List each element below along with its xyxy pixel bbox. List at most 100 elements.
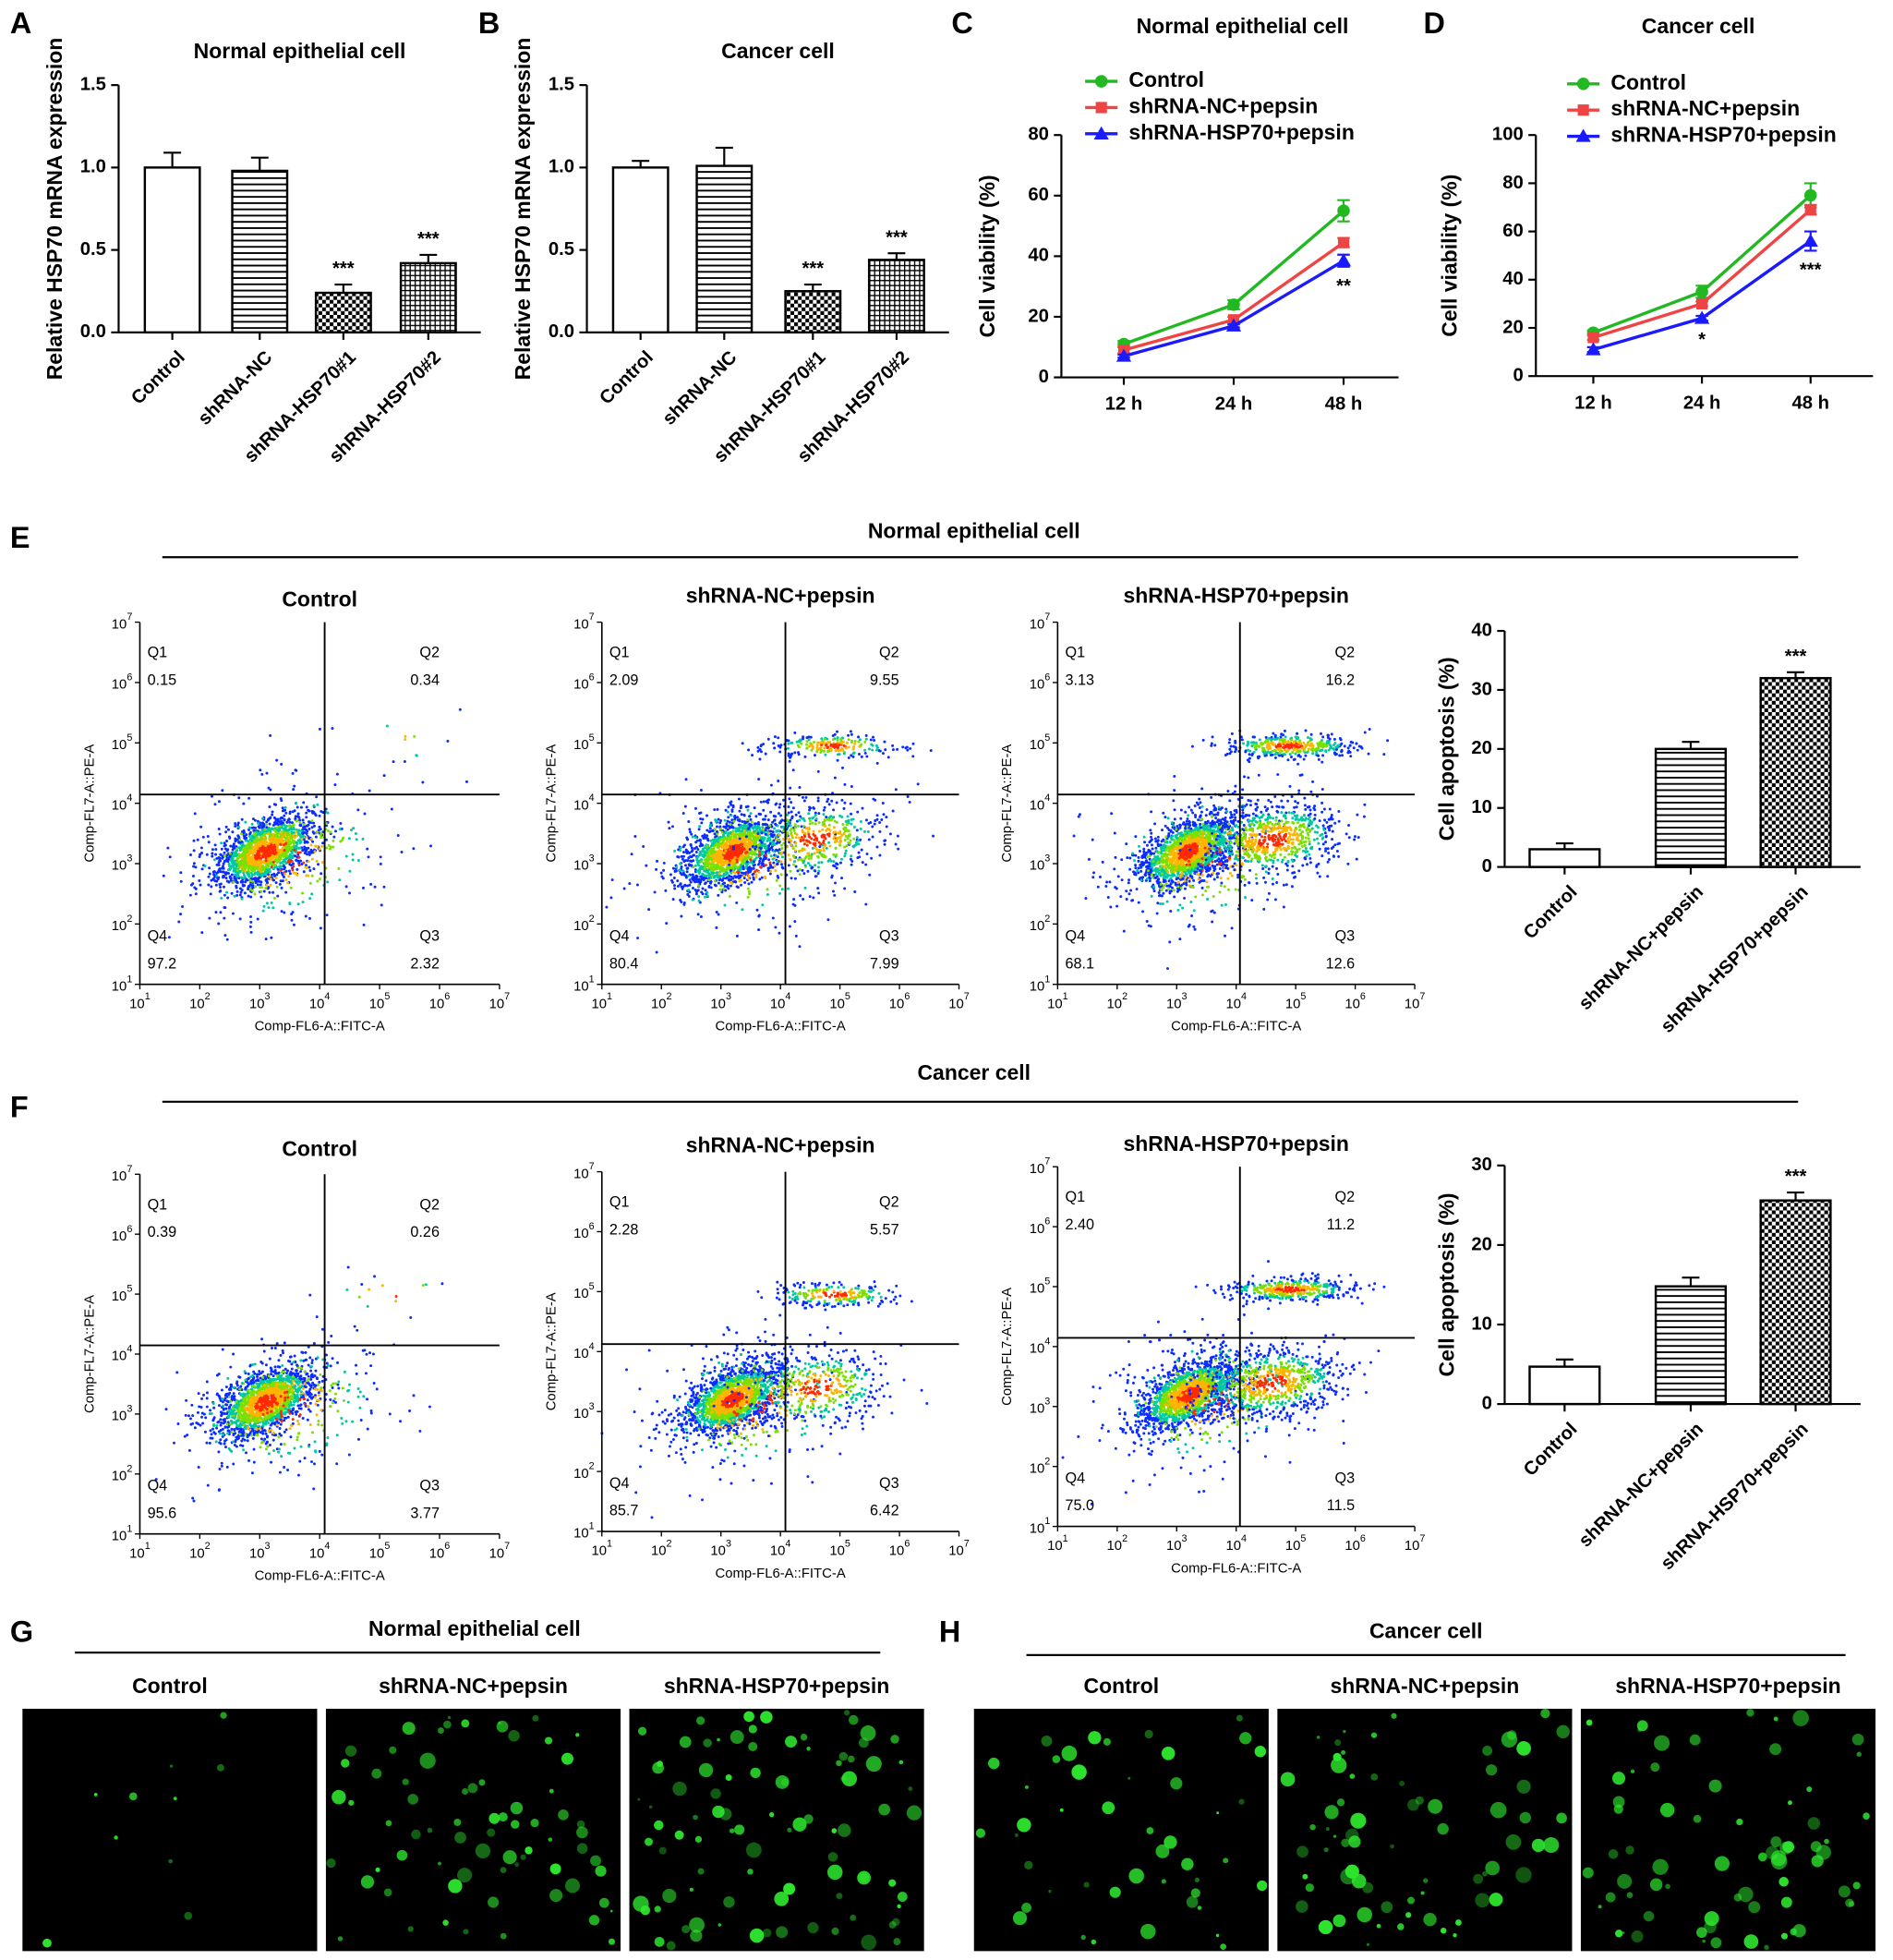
event-dot <box>741 862 744 865</box>
event-dot <box>318 877 321 881</box>
event-dot <box>759 750 763 754</box>
event-dot <box>302 861 306 865</box>
event-dot <box>247 835 251 838</box>
flow-x-tick-label: 105 <box>829 991 850 1011</box>
event-dot <box>777 779 780 782</box>
event-dot <box>793 849 797 853</box>
event-dot <box>280 762 283 766</box>
event-dot <box>811 821 814 825</box>
event-dot <box>780 818 784 822</box>
event-dot <box>234 822 237 826</box>
event-dot <box>250 889 254 892</box>
event-dot <box>769 810 773 814</box>
marker <box>1337 236 1350 248</box>
event-dot <box>715 910 718 913</box>
event-dot <box>277 860 281 864</box>
event-dot <box>309 848 313 852</box>
event-dot <box>744 865 748 869</box>
event-dot <box>269 877 272 881</box>
event-dot <box>717 860 720 864</box>
event-dot <box>285 839 289 842</box>
event-dot <box>1188 879 1191 883</box>
event-dot <box>731 865 735 869</box>
event-dot <box>240 897 244 901</box>
event-dot <box>695 869 699 873</box>
event-dot <box>835 820 838 824</box>
event-dot <box>738 829 742 832</box>
event-dot <box>840 857 844 861</box>
event-dot <box>243 863 247 866</box>
event-dot <box>715 825 718 829</box>
y-tick-label: 0 <box>1482 856 1492 877</box>
event-dot <box>264 850 268 853</box>
event-dot <box>290 913 294 916</box>
event-dot <box>687 874 690 877</box>
event-dot <box>208 872 211 876</box>
event-dot <box>744 805 748 809</box>
event-dot <box>751 873 754 877</box>
event-dot <box>284 841 288 845</box>
event-dot <box>748 840 752 843</box>
event-dot <box>279 868 283 872</box>
event-dot <box>747 875 751 877</box>
event-dot <box>698 825 702 829</box>
event-dot <box>865 853 869 856</box>
event-dot <box>310 819 314 823</box>
event-dot <box>767 836 771 840</box>
event-dot <box>281 835 284 839</box>
event-dot <box>817 891 821 895</box>
x-tick-label: Control <box>1520 1419 1582 1481</box>
event-dot <box>766 866 770 870</box>
event-dot <box>273 853 276 856</box>
event-dot <box>279 831 283 835</box>
event-dot <box>812 806 815 810</box>
event-dot <box>794 836 798 840</box>
event-dot <box>283 823 286 827</box>
event-dot <box>331 825 334 829</box>
tick-base: 10 <box>129 997 145 1011</box>
event-dot <box>797 753 801 756</box>
event-dot <box>704 889 707 892</box>
event-dot <box>789 755 792 758</box>
event-dot <box>264 844 268 847</box>
event-dot <box>279 842 283 846</box>
event-dot <box>828 844 832 848</box>
event-dot <box>223 843 227 847</box>
event-dot <box>814 811 817 815</box>
event-dot <box>279 797 283 801</box>
event-dot <box>702 877 705 880</box>
tick-exponent: 2 <box>589 913 595 925</box>
event-dot <box>226 872 230 876</box>
event-dot <box>257 851 260 854</box>
event-dot <box>1105 880 1109 884</box>
chart-title: Cancer cell <box>721 39 835 63</box>
y-axis-label: Relative HSP70 mRNA expression <box>511 38 535 381</box>
event-dot <box>735 901 739 904</box>
event-dot <box>331 727 334 731</box>
event-dot <box>662 868 666 872</box>
event-dot <box>796 869 800 873</box>
tick-base: 10 <box>249 997 265 1011</box>
event-dot <box>906 795 910 798</box>
event-dot <box>229 877 233 880</box>
x-tick-label: 48 h <box>1325 394 1363 415</box>
event-dot <box>362 923 366 926</box>
event-dot <box>761 863 765 866</box>
event-dot <box>725 844 729 848</box>
event-dot <box>682 843 686 847</box>
event-dot <box>728 859 731 863</box>
event-dot <box>238 893 242 897</box>
event-dot <box>762 836 766 840</box>
event-dot <box>761 823 765 826</box>
event-dot <box>676 884 680 888</box>
event-dot <box>826 832 829 836</box>
event-dot <box>610 878 614 882</box>
event-dot <box>747 870 751 874</box>
event-dot <box>166 846 170 850</box>
event-dot <box>749 817 753 821</box>
event-dot <box>369 882 373 886</box>
event-dot <box>722 887 726 890</box>
y-tick-label: 30 <box>1471 1155 1492 1175</box>
event-dot <box>729 814 733 817</box>
event-dot <box>762 808 766 812</box>
